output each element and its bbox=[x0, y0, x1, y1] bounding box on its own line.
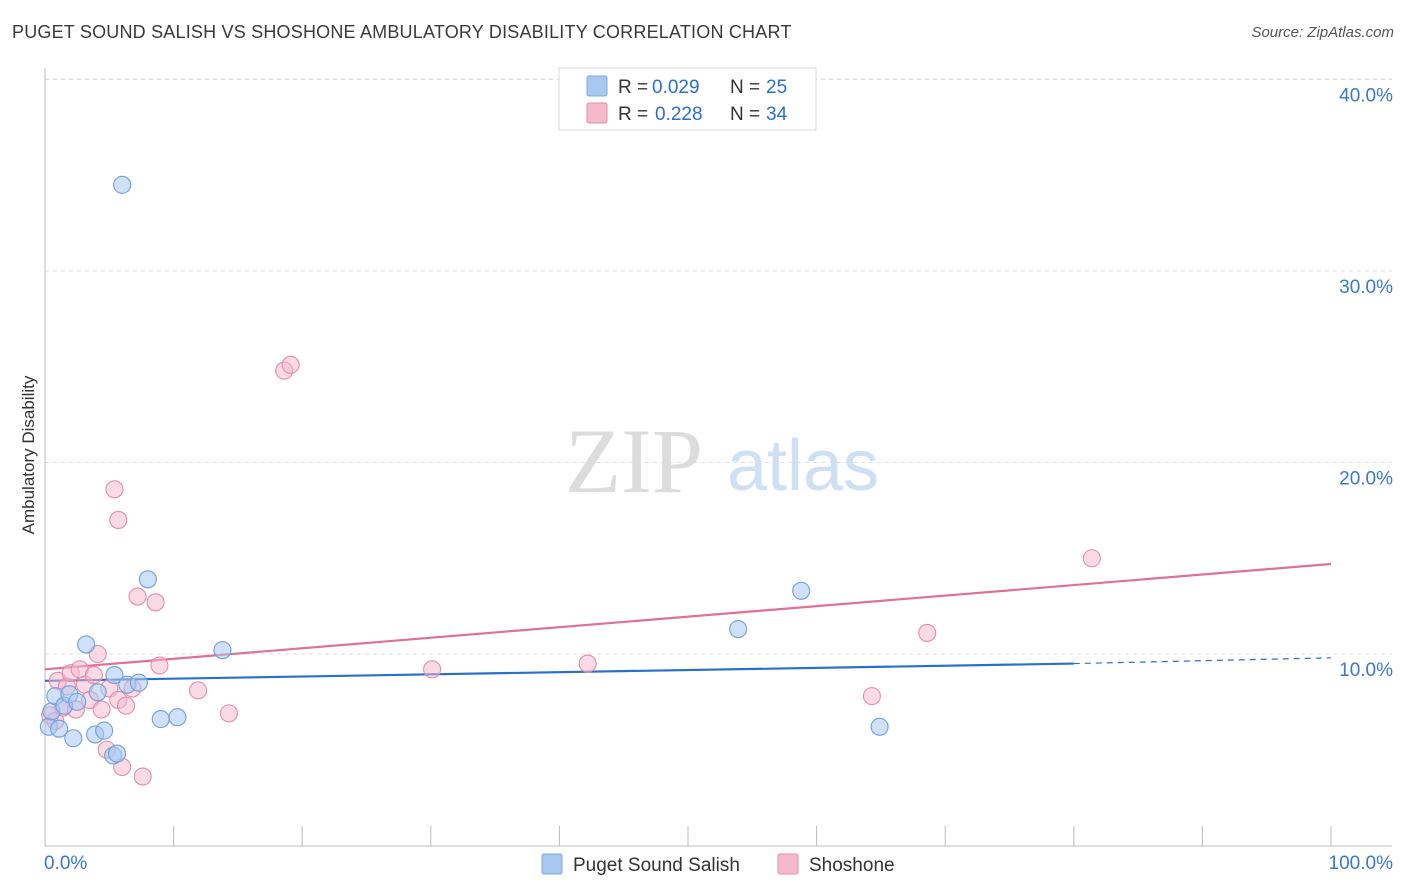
point-salish bbox=[792, 581, 811, 600]
point-salish bbox=[64, 729, 83, 748]
stats-r-label-2: R = bbox=[618, 104, 648, 125]
stats-n-value-1: 25 bbox=[766, 77, 787, 98]
source-credit: Source: ZipAtlas.com bbox=[1251, 24, 1394, 41]
stats-n-label-2: N = bbox=[730, 104, 760, 125]
stats-legend-swatch-pink bbox=[586, 102, 608, 124]
stats-r-label-1: R = bbox=[618, 77, 648, 98]
trend-line-shoshone bbox=[44, 562, 1332, 671]
y-tick-label: 10.0% bbox=[1339, 660, 1393, 681]
point-shoshone bbox=[150, 656, 169, 675]
series-legend-label-salish: Puget Sound Salish bbox=[573, 855, 740, 876]
point-shoshone bbox=[862, 687, 881, 706]
y-axis-label: Ambulatory Disability bbox=[19, 375, 38, 534]
series-legend: Puget Sound Salish Shoshone bbox=[541, 853, 895, 876]
point-salish bbox=[68, 692, 87, 711]
watermark-zip: ZIP bbox=[565, 410, 703, 512]
point-shoshone bbox=[88, 644, 107, 664]
series-legend-label-shoshone: Shoshone bbox=[809, 855, 895, 876]
point-salish bbox=[151, 710, 170, 729]
stats-r-value-1: 0.029 bbox=[652, 77, 700, 98]
y-tick-label: 20.0% bbox=[1339, 469, 1393, 490]
point-shoshone bbox=[128, 587, 147, 606]
point-shoshone bbox=[423, 660, 442, 679]
point-shoshone bbox=[146, 593, 165, 612]
point-shoshone bbox=[84, 666, 103, 685]
stats-n-label-1: N = bbox=[730, 77, 760, 98]
point-salish bbox=[105, 666, 124, 685]
point-shoshone bbox=[188, 681, 208, 700]
y-tick-label: 40.0% bbox=[1339, 86, 1393, 107]
point-salish bbox=[729, 620, 748, 639]
series-legend-swatch-shoshone bbox=[777, 853, 799, 875]
point-shoshone bbox=[92, 700, 111, 719]
point-shoshone bbox=[133, 767, 152, 786]
point-salish bbox=[213, 641, 232, 660]
point-shoshone bbox=[1082, 549, 1101, 568]
axes bbox=[44, 68, 1392, 847]
stats-legend-swatch-blue bbox=[586, 75, 608, 97]
point-shoshone bbox=[578, 654, 597, 673]
watermark-atlas: atlas bbox=[727, 426, 879, 506]
trend-lines bbox=[44, 562, 1332, 682]
x-tick-label-max: 100.0% bbox=[1329, 853, 1394, 874]
trend-line-salish bbox=[44, 662, 1074, 682]
point-salish bbox=[168, 708, 187, 727]
x-tick-label-min: 0.0% bbox=[44, 853, 87, 874]
gridlines bbox=[45, 78, 1392, 655]
data-points bbox=[39, 175, 1101, 786]
point-shoshone bbox=[109, 510, 128, 530]
stats-n-value-2: 34 bbox=[766, 104, 788, 125]
point-shoshone bbox=[219, 704, 238, 723]
point-shoshone bbox=[116, 696, 136, 715]
point-salish bbox=[50, 719, 69, 738]
point-shoshone bbox=[281, 355, 300, 374]
point-shoshone bbox=[918, 623, 937, 642]
point-salish bbox=[88, 683, 107, 702]
series-legend-swatch-salish bbox=[541, 853, 563, 875]
point-shoshone bbox=[105, 480, 124, 499]
stats-legend: R = 0.029 N = 25 R = 0.228 N = 34 bbox=[558, 67, 817, 131]
point-salish bbox=[107, 744, 127, 763]
point-salish bbox=[113, 175, 132, 194]
chart-title: PUGET SOUND SALISH VS SHOSHONE AMBULATOR… bbox=[12, 22, 792, 42]
point-salish bbox=[95, 721, 114, 740]
trend-line-salish-extrapolated bbox=[1073, 657, 1332, 665]
y-tick-label: 30.0% bbox=[1339, 277, 1393, 298]
point-salish bbox=[77, 635, 96, 654]
stats-r-value-2: 0.228 bbox=[655, 104, 703, 125]
point-salish bbox=[870, 717, 889, 736]
tick-labels: 10.0% 20.0% 30.0% 40.0% 0.0% 100.0% bbox=[44, 86, 1393, 875]
point-salish bbox=[138, 570, 157, 589]
point-salish bbox=[129, 673, 148, 692]
